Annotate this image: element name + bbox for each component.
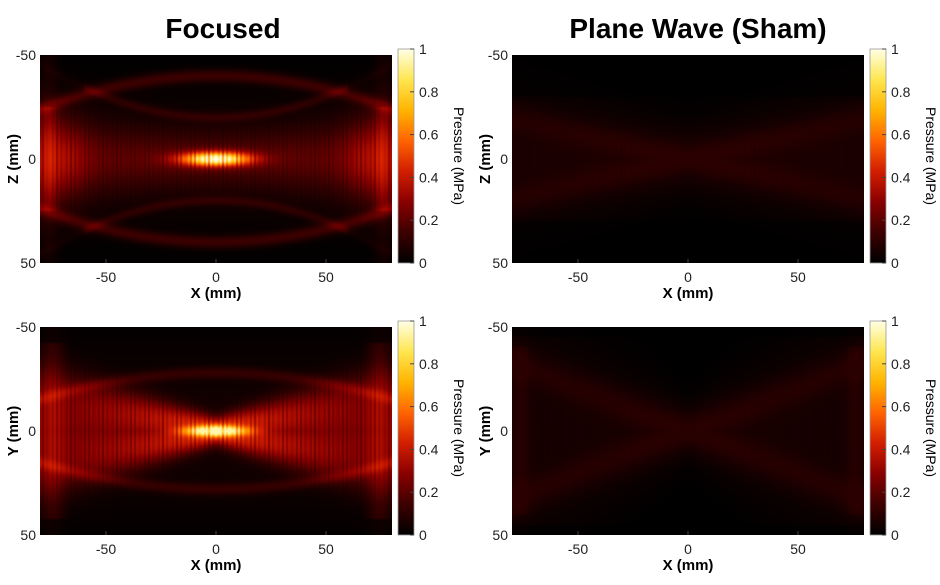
colorbar-tick-label: 0.4 bbox=[891, 169, 911, 185]
colorbar-tick-label: 0.8 bbox=[891, 84, 911, 100]
x-axis-label: X (mm) bbox=[191, 285, 242, 302]
colorbar-tick-label: 0.4 bbox=[419, 441, 439, 457]
x-tick-label: 0 bbox=[684, 541, 692, 557]
y-tick-label: 0 bbox=[28, 423, 36, 439]
colorbar-tick-label: 0.4 bbox=[419, 169, 439, 185]
colorbar-tick-label: 0.2 bbox=[419, 212, 439, 228]
y-tick-label: -50 bbox=[488, 319, 508, 335]
y-tick-label: -50 bbox=[16, 319, 36, 335]
heatmap-image bbox=[40, 55, 392, 263]
y-axis-label: Y (mm) bbox=[477, 406, 494, 457]
colorbar-tick-label: 0 bbox=[419, 527, 427, 543]
x-tick-label: 50 bbox=[790, 541, 806, 557]
y-tick-label: -50 bbox=[488, 47, 508, 63]
colorbar-tick-label: 1 bbox=[891, 313, 899, 329]
colorbar-tick-label: 0.6 bbox=[419, 127, 439, 143]
y-axis-label: Z (mm) bbox=[477, 134, 494, 184]
colorbar-tick-label: 1 bbox=[891, 41, 899, 57]
column-title-focused: Focused bbox=[165, 13, 280, 44]
colorbar bbox=[397, 320, 415, 536]
colorbar-tick-label: 0 bbox=[419, 255, 427, 271]
x-axis-label: X (mm) bbox=[663, 285, 714, 302]
colorbar-tick-label: 0.8 bbox=[419, 356, 439, 372]
colorbar-tick-label: 0.2 bbox=[891, 212, 911, 228]
colorbar-tick-label: 0.2 bbox=[891, 484, 911, 500]
x-tick-label: 0 bbox=[212, 541, 220, 557]
panel-sham-xy: -50 0 50 -50 0 50 X (mm) Y (mm) 0 0.2 0.4 0.6 0.8 1 Pr… bbox=[477, 313, 939, 574]
heatmap-image bbox=[40, 327, 392, 535]
colorbar bbox=[397, 48, 415, 264]
x-tick-label: 50 bbox=[318, 541, 334, 557]
x-tick-label: -50 bbox=[96, 269, 116, 285]
y-tick-label: 0 bbox=[500, 423, 508, 439]
colorbar-tick-label: 0.4 bbox=[891, 441, 911, 457]
y-tick-label: 0 bbox=[28, 151, 36, 167]
x-tick-label: -50 bbox=[568, 269, 588, 285]
heatmap-image bbox=[512, 327, 864, 535]
y-tick-label: 0 bbox=[500, 151, 508, 167]
panel-focused-xy: -50 0 50 -50 0 50 X (mm) Y (mm) 0 0.2 0.4 0.6 0.8 1 Pr… bbox=[5, 313, 467, 574]
x-tick-label: -50 bbox=[568, 541, 588, 557]
y-tick-label: 50 bbox=[20, 527, 36, 543]
colorbar-tick-label: 0 bbox=[891, 255, 899, 271]
colorbar-tick-label: 0.6 bbox=[891, 399, 911, 415]
colorbar-label: Pressure (MPa) bbox=[923, 107, 939, 205]
x-axis-label: X (mm) bbox=[191, 557, 242, 574]
colorbar-tick-label: 0 bbox=[891, 527, 899, 543]
colorbar bbox=[869, 48, 887, 264]
colorbar-tick-label: 0.6 bbox=[419, 399, 439, 415]
colorbar-tick-label: 0.8 bbox=[419, 84, 439, 100]
colorbar-tick-label: 1 bbox=[419, 313, 427, 329]
panel-focused-xz: -50 0 50 -50 0 50 X (mm) Z (mm) 0 0.2 0.4 0.6 0.8 1 Pr… bbox=[5, 41, 467, 302]
y-axis-label: Y (mm) bbox=[5, 406, 22, 457]
y-tick-label: -50 bbox=[16, 47, 36, 63]
y-tick-label: 50 bbox=[492, 527, 508, 543]
y-tick-label: 50 bbox=[492, 255, 508, 271]
colorbar-tick-label: 0.2 bbox=[419, 484, 439, 500]
x-tick-label: -50 bbox=[96, 541, 116, 557]
colorbar-tick-label: 0.8 bbox=[891, 356, 911, 372]
x-tick-label: 50 bbox=[790, 269, 806, 285]
colorbar-label: Pressure (MPa) bbox=[451, 107, 467, 205]
x-axis-label: X (mm) bbox=[663, 557, 714, 574]
colorbar-label: Pressure (MPa) bbox=[923, 379, 939, 477]
x-tick-label: 0 bbox=[684, 269, 692, 285]
panel-sham-xz: -50 0 50 -50 0 50 X (mm) Z (mm) 0 0.2 0.4 0.6 0.8 1 Pr… bbox=[477, 41, 939, 302]
y-tick-label: 50 bbox=[20, 255, 36, 271]
heatmap-image bbox=[512, 55, 864, 263]
x-tick-label: 50 bbox=[318, 269, 334, 285]
colorbar-tick-label: 0.6 bbox=[891, 127, 911, 143]
colorbar-label: Pressure (MPa) bbox=[451, 379, 467, 477]
heatmap-panels: -50 0 50 -50 0 50 X (mm) Z (mm) 0 0.2 0.4 0.6 0.8 1 Pr… bbox=[5, 41, 939, 574]
x-tick-label: 0 bbox=[212, 269, 220, 285]
colorbar bbox=[869, 320, 887, 536]
column-title-sham: Plane Wave (Sham) bbox=[569, 13, 826, 44]
colorbar-tick-label: 1 bbox=[419, 41, 427, 57]
y-axis-label: Z (mm) bbox=[5, 134, 22, 184]
